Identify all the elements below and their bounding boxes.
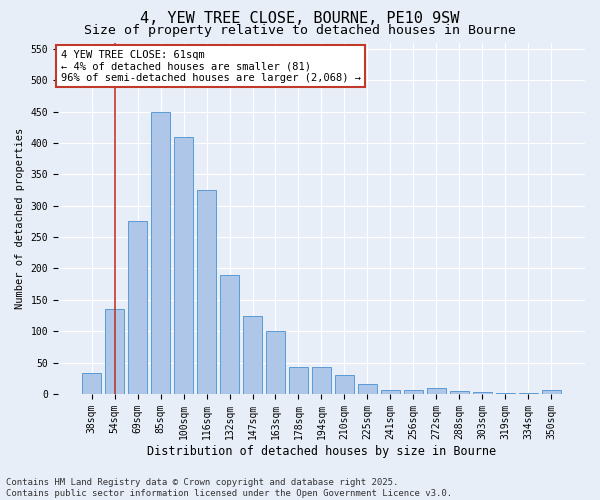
Bar [542,390,561,394]
Bar [220,274,239,394]
Bar [427,388,446,394]
Text: 4 YEW TREE CLOSE: 61sqm
← 4% of detached houses are smaller (81)
96% of semi-det: 4 YEW TREE CLOSE: 61sqm ← 4% of detached… [61,50,361,82]
Bar [358,384,377,394]
Text: Size of property relative to detached houses in Bourne: Size of property relative to detached ho… [84,24,516,37]
Text: 4, YEW TREE CLOSE, BOURNE, PE10 9SW: 4, YEW TREE CLOSE, BOURNE, PE10 9SW [140,11,460,26]
Bar [128,222,148,394]
Y-axis label: Number of detached properties: Number of detached properties [15,128,25,309]
Bar [404,390,423,394]
Bar [82,374,101,394]
Bar [335,375,354,394]
Bar [289,367,308,394]
Bar [197,190,217,394]
X-axis label: Distribution of detached houses by size in Bourne: Distribution of detached houses by size … [147,444,496,458]
Bar [174,136,193,394]
Bar [311,367,331,394]
Bar [105,309,124,394]
Bar [266,331,285,394]
Bar [380,390,400,394]
Bar [449,392,469,394]
Text: Contains HM Land Registry data © Crown copyright and database right 2025.
Contai: Contains HM Land Registry data © Crown c… [6,478,452,498]
Bar [243,316,262,394]
Bar [151,112,170,394]
Bar [473,392,492,394]
